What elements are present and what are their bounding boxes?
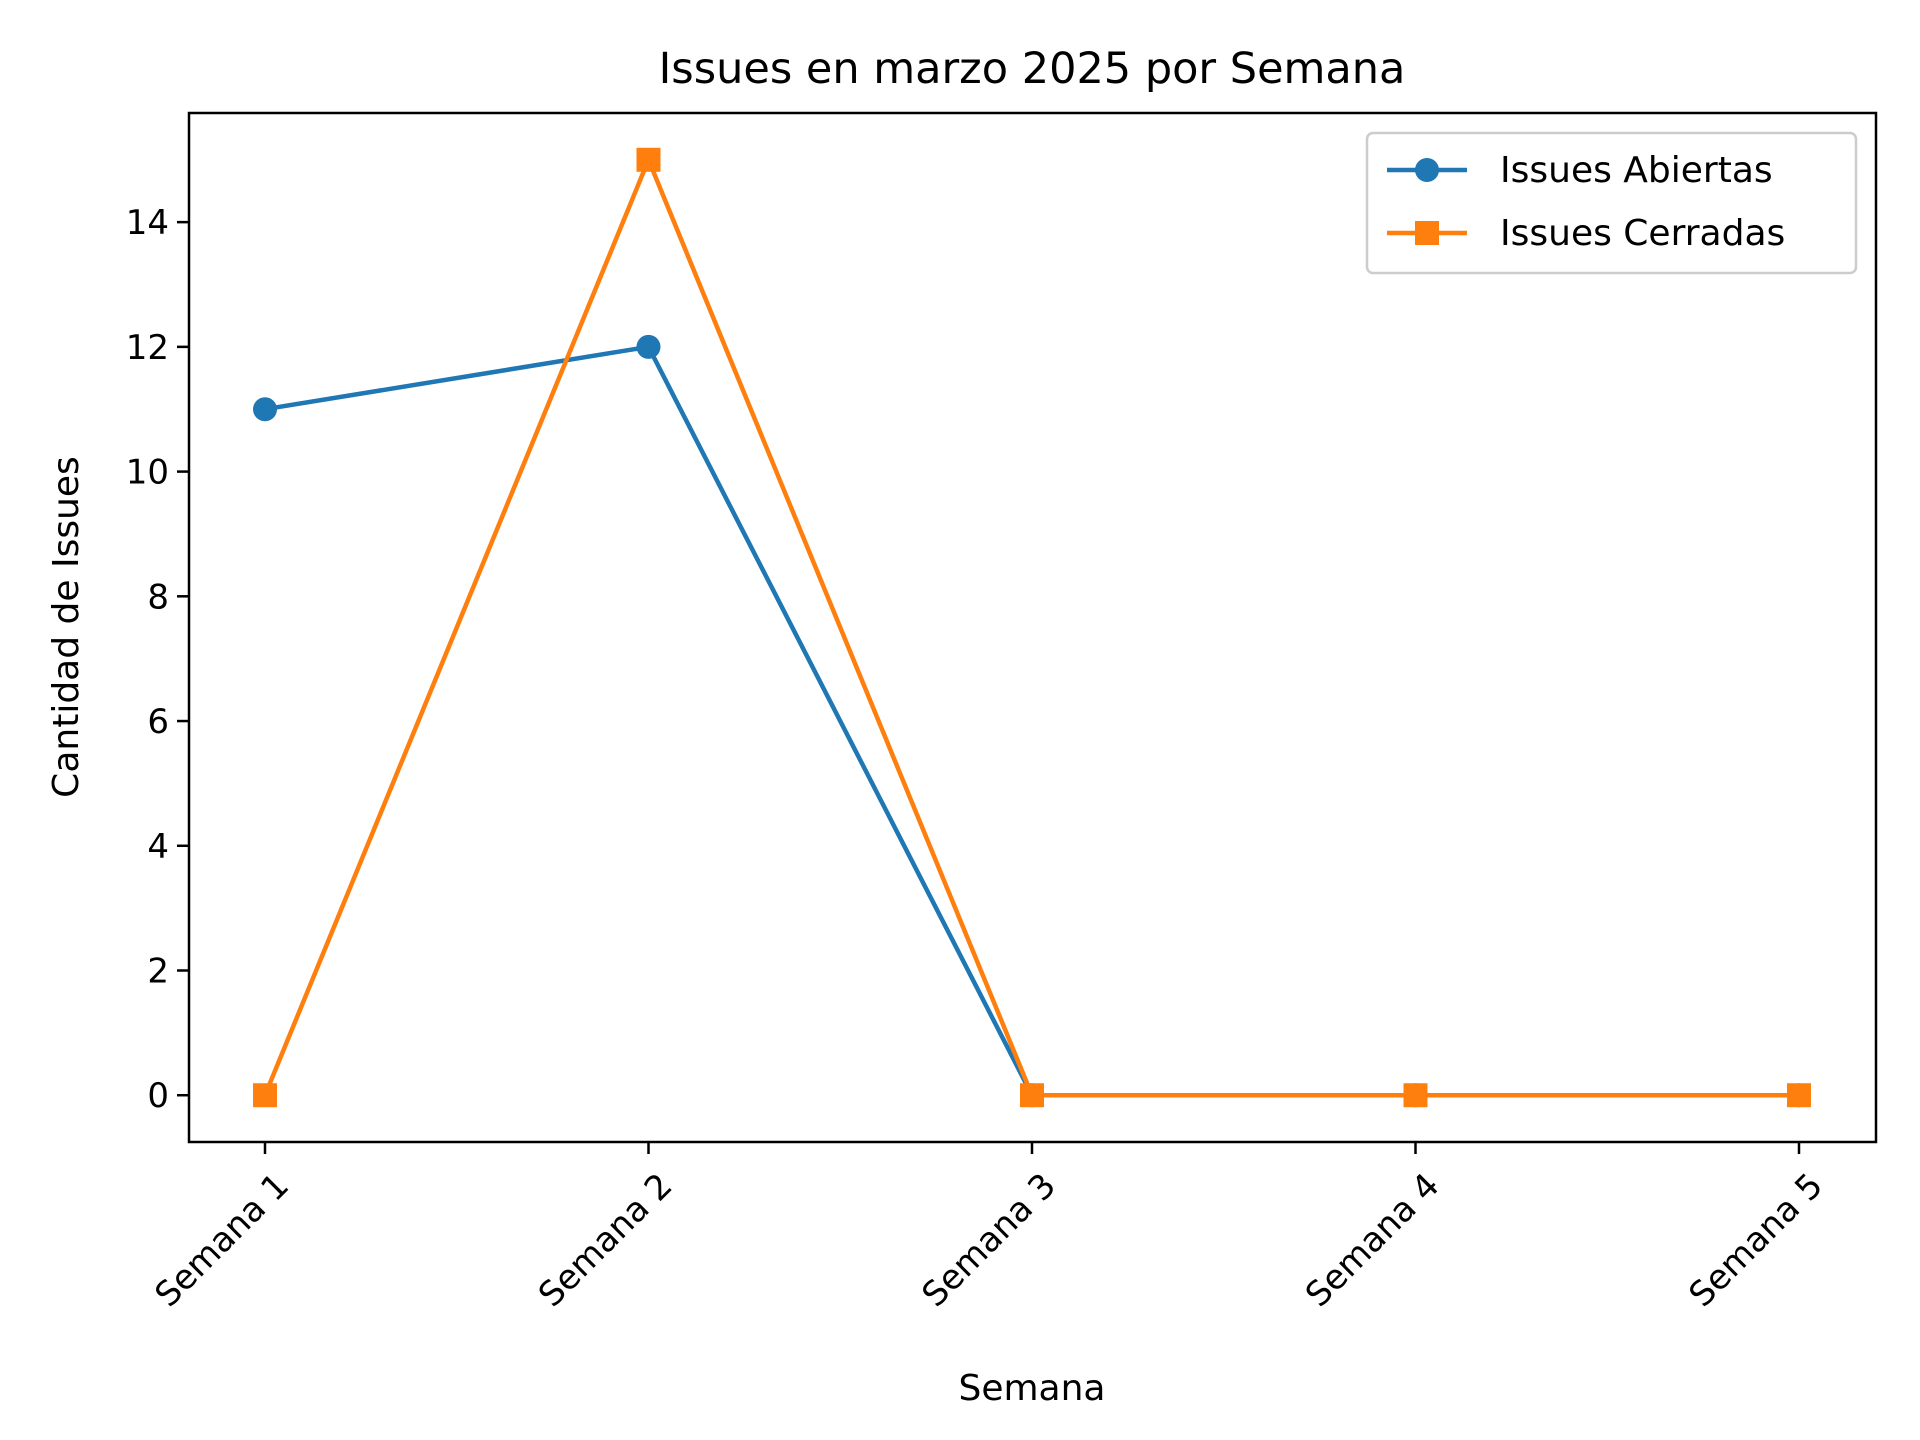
y-tick-label-4: 6: [147, 702, 169, 742]
legend-label-1: Issues Abiertas: [1500, 150, 1773, 191]
y-tick-label-6: 10: [126, 453, 169, 493]
x-axis-label: Semana: [958, 1368, 1105, 1409]
y-tick-label-2: 2: [147, 952, 169, 992]
series-1-point-1: [253, 397, 277, 422]
series-2-point-5: [1787, 1083, 1811, 1108]
y-tick-label-3: 4: [147, 827, 169, 867]
y-axis: 0 2 4 6 8 10 12 14: [126, 203, 189, 1116]
series-2-point-4: [1403, 1083, 1428, 1108]
series-2-point-2: [636, 147, 661, 172]
series-2-point-3: [1020, 1083, 1044, 1108]
y-tick-label-8: 14: [126, 203, 169, 243]
legend-box: [1365, 131, 1858, 275]
series-2-point-1: [253, 1083, 277, 1108]
y-axis-label: Cantidad de Issues: [46, 456, 87, 798]
plot-area: [253, 147, 1811, 1108]
series-1-point-2: [636, 334, 661, 359]
y-tick-label-1: 0: [147, 1076, 169, 1116]
y-tick-label-5: 8: [147, 577, 169, 617]
legend: Issues Abiertas Issues Cerradas: [1365, 131, 1858, 275]
chart-title: Issues en marzo 2025 por Semana: [659, 44, 1406, 94]
y-tick-label-7: 12: [126, 328, 169, 368]
legend-marker-2: [1415, 221, 1439, 245]
legend-label-2: Issues Cerradas: [1500, 213, 1785, 254]
legend-marker-1: [1415, 158, 1439, 182]
